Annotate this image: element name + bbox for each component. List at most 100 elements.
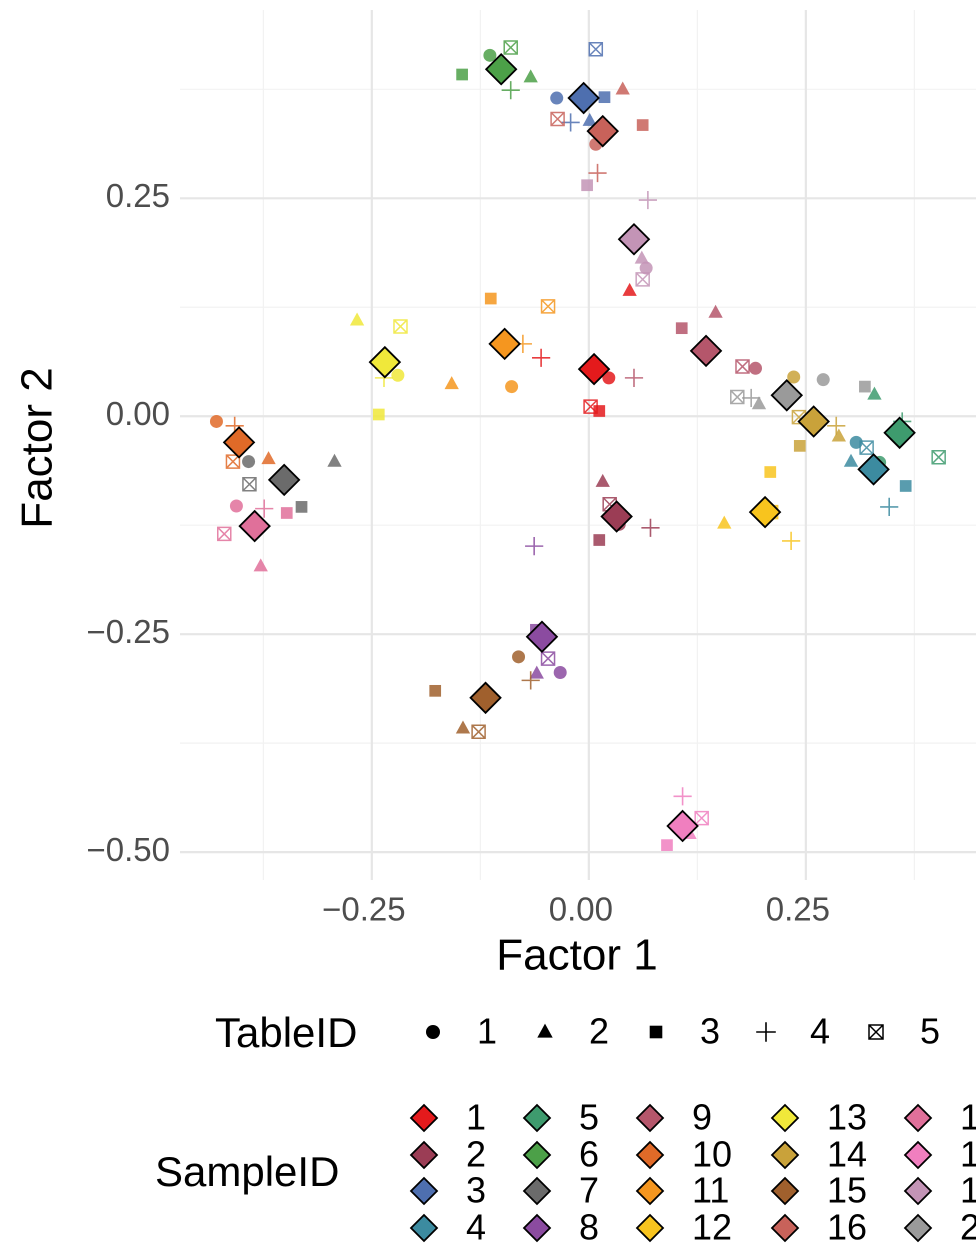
centroid [577,352,611,386]
point [540,299,556,314]
point [523,69,538,83]
centroid [857,453,890,486]
point [537,1023,553,1038]
point-shape [512,650,526,664]
color-legend-label: 11 [692,1170,729,1211]
point-shape [280,507,293,519]
legend-key [770,1140,800,1170]
point-shape [532,348,551,367]
point-shape [255,499,274,518]
point-shape [523,69,538,83]
legend-key [635,1176,665,1206]
point [225,454,241,469]
point-shape [624,368,644,387]
point [261,451,276,465]
color-legend-label: 7 [579,1170,599,1211]
legend-key [903,1213,933,1243]
point-shape [553,666,567,680]
point [217,526,232,542]
color-legend-label: 19 [960,1170,976,1211]
point [624,368,644,387]
point [730,389,745,405]
point [639,261,653,275]
point-shape [843,453,859,467]
color-legend-label: 12 [692,1207,732,1247]
centroid [267,463,301,497]
legend-key [409,1213,439,1243]
color-legend-label: 16 [827,1207,867,1247]
centroid [666,809,699,843]
point-shape [261,451,276,465]
point [636,119,649,131]
point-shape [661,839,673,851]
point [742,388,761,408]
color-legend-label: 14 [827,1134,867,1175]
color-legend-title: SampleID [155,1148,339,1195]
point [593,405,606,417]
point [532,348,551,367]
legend-key [522,1213,552,1243]
legend-key [409,1103,439,1133]
y-tick-label: 0.00 [106,395,170,432]
point [859,380,871,393]
point [242,455,256,469]
legend-key [903,1140,933,1170]
point-shape [742,388,761,408]
point [635,272,650,287]
point-shape [827,416,846,435]
shape-legend-label: 5 [920,1011,940,1052]
point-shape [444,376,459,390]
legend-key [903,1176,933,1206]
point-shape [931,449,946,465]
points [209,40,946,851]
point [717,515,732,529]
point-shape [602,371,616,385]
point [540,651,556,666]
point [899,480,912,492]
point [787,370,801,384]
point-shape [426,1025,440,1039]
point-shape [868,1024,884,1040]
point-shape [880,497,899,516]
point [391,368,405,382]
point [280,507,293,519]
point-shape [615,81,630,95]
point [529,665,544,679]
shape-legend-label: 1 [477,1011,497,1052]
point-shape [649,1025,663,1039]
point [638,190,657,210]
point [868,1024,884,1040]
color-legend-label: 10 [692,1134,732,1175]
point-shape [831,428,846,442]
point [931,449,946,465]
point [622,282,637,296]
shape-legend-label: 4 [810,1011,830,1052]
point-shape [537,1023,553,1038]
point [588,41,604,57]
color-legend-label: 4 [466,1207,486,1247]
point-shape [455,720,471,734]
centroid [883,416,916,450]
point [253,558,268,572]
centroid [238,509,271,543]
color-legend-label: 8 [579,1207,599,1247]
centroid [488,327,521,361]
point [426,1025,440,1039]
point-shape [521,671,540,690]
point [505,380,519,394]
point-shape [242,455,256,469]
color-legend-label: 2 [466,1134,486,1175]
point-shape [675,322,688,335]
point-shape [349,312,365,326]
point [521,671,540,690]
centroid [617,222,651,256]
point [675,322,688,335]
point-shape [429,684,442,697]
point-shape [582,112,597,126]
color-legend-label: 5 [579,1097,599,1138]
point-shape [816,373,830,387]
point-shape [708,304,723,318]
point-shape [501,81,520,100]
